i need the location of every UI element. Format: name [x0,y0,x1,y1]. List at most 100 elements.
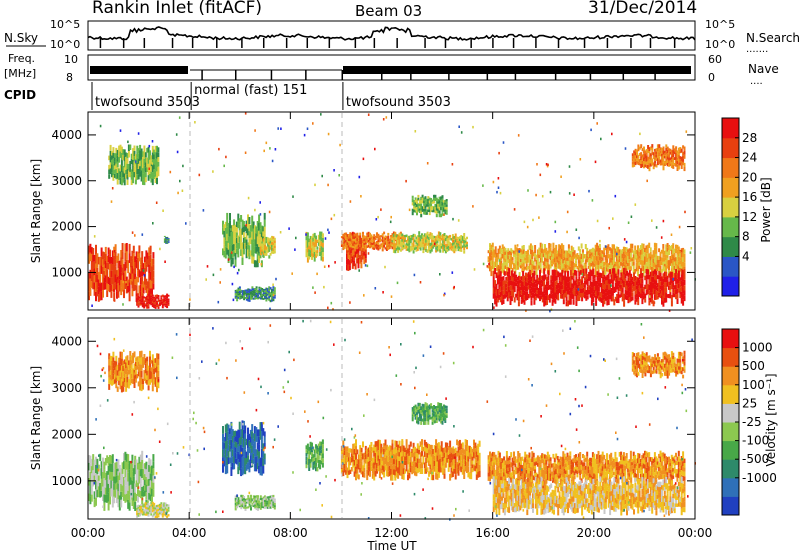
power-ylabel: Slant Range [km] [29,159,43,263]
data-cell [308,249,311,253]
data-cell [115,366,118,372]
data-cell [583,284,586,288]
data-cell [424,205,427,209]
data-cell [258,466,261,474]
data-cell [145,461,148,470]
data-cell [501,244,504,250]
data-cell [663,155,666,159]
data-cell [252,433,255,439]
data-cell [93,268,96,276]
data-cell [109,471,111,480]
data-cell [147,158,150,164]
data-cell [158,299,161,302]
data-cell [680,252,683,258]
data-cell [227,229,230,237]
data-speckle [414,130,417,133]
data-cell [679,260,682,265]
data-cell [584,264,587,270]
data-cell [504,258,507,262]
data-cell [262,292,265,295]
data-cell [265,294,268,297]
data-cell [634,250,637,255]
data-cell [137,302,140,306]
data-cell [544,300,547,306]
data-cell [512,277,515,282]
data-cell [676,273,679,279]
data-cell [144,167,147,173]
data-cell [111,454,114,464]
data-speckle [244,112,247,115]
data-cell [144,490,146,497]
data-cell [510,262,513,266]
data-cell [607,283,610,290]
data-cell [411,195,414,199]
data-cell [387,232,390,236]
data-cell [421,233,423,237]
data-cell [676,269,679,274]
data-cell [524,251,527,255]
data-cell [321,458,324,463]
data-cell [119,164,122,172]
data-cell [149,159,151,165]
data-speckle [375,218,378,221]
data-cell [392,246,395,250]
data-cell [504,247,507,252]
data-cell [435,197,438,201]
data-cell [167,242,170,243]
data-cell [137,251,139,258]
data-cell [553,257,556,263]
data-cell [357,244,360,247]
data-cell [564,270,567,276]
nsearch-label: N.Search [746,31,800,45]
data-cell [652,270,655,277]
data-cell [126,153,129,159]
data-cell [117,290,120,298]
data-cell [581,276,584,281]
data-cell [357,474,360,480]
data-cell [502,299,505,304]
data-cell [552,242,555,249]
data-cell [242,226,245,233]
data-cell [413,209,416,213]
data-cell [255,456,258,464]
data-cell [649,276,652,282]
data-cell [629,266,632,271]
data-cell [147,146,150,153]
data-cell [352,234,355,237]
data-cell [495,283,498,290]
data-cell [164,301,167,304]
data-cell [501,253,504,259]
data-cell [248,217,251,224]
data-cell [641,265,644,272]
data-speckle [594,160,597,164]
data-cell [655,253,658,260]
data-cell [242,456,245,465]
data-cell [609,294,612,300]
data-cell [538,254,541,259]
data-cell [589,262,592,267]
data-cell [137,506,140,509]
data-cell [409,248,412,252]
data-cell [680,164,683,169]
data-cell [646,261,649,267]
data-cell [425,245,428,249]
data-cell [258,451,261,459]
data-cell [631,153,634,157]
data-cell [575,294,578,301]
data-cell [658,248,661,253]
data-cell [640,144,643,149]
data-cell [645,158,648,162]
data-speckle [660,236,663,239]
data-cell [89,269,92,279]
data-cell [251,247,254,256]
data-cell [670,277,673,284]
data-cell [432,235,435,238]
data-cell [163,504,166,507]
data-speckle [575,228,578,231]
data-cell [126,174,129,180]
data-cell [592,285,595,292]
data-cell [640,283,642,289]
data-cell [421,238,423,242]
data-cell [140,507,143,510]
data-cell [141,513,144,516]
